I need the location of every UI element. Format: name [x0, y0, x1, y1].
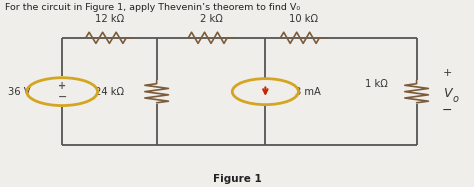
Text: 24 kΩ: 24 kΩ	[95, 87, 124, 97]
Text: For the circuit in Figure 1, apply Thevenin’s theorem to find V₀: For the circuit in Figure 1, apply Theve…	[5, 4, 301, 13]
Text: −: −	[57, 92, 67, 102]
Text: 12 kΩ: 12 kΩ	[95, 14, 124, 24]
Text: −: −	[442, 104, 453, 117]
Text: 1 kΩ: 1 kΩ	[365, 79, 388, 89]
Text: V: V	[443, 87, 452, 100]
Text: 36 V: 36 V	[8, 87, 31, 97]
Text: +: +	[443, 68, 452, 78]
Text: 3 mA: 3 mA	[295, 87, 321, 97]
Text: +: +	[58, 81, 66, 91]
Text: 2 kΩ: 2 kΩ	[200, 14, 222, 24]
Text: 10 kΩ: 10 kΩ	[289, 14, 318, 24]
Text: Figure 1: Figure 1	[213, 174, 261, 184]
Text: o: o	[452, 94, 458, 104]
